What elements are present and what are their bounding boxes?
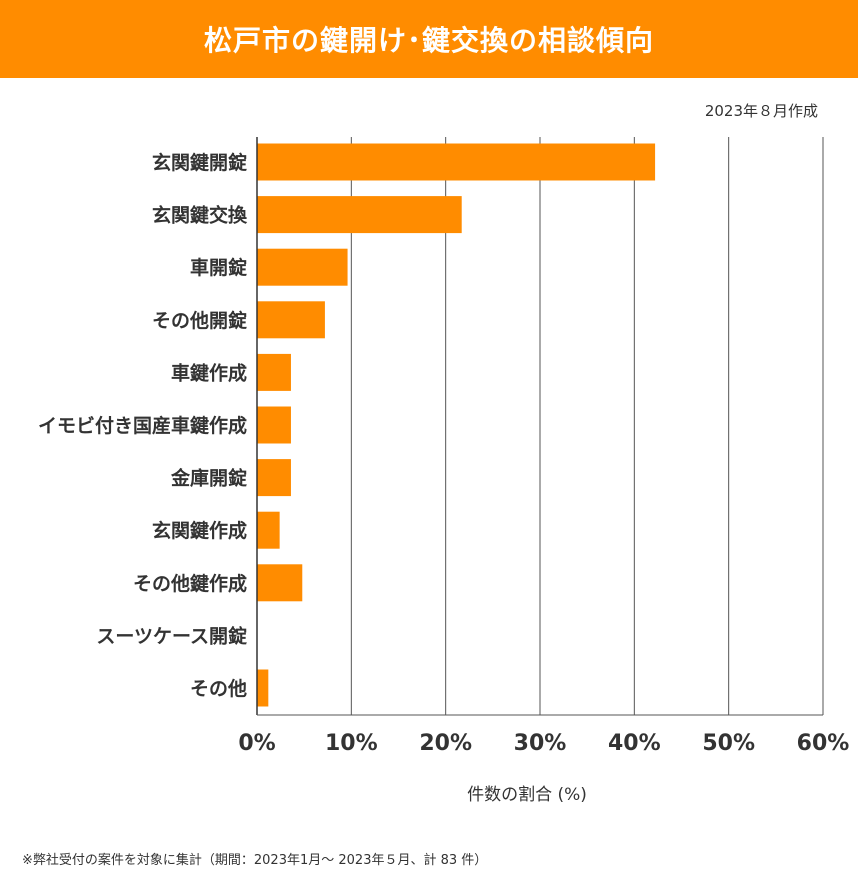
date-label: 2023年８月作成 — [704, 102, 818, 120]
category-label: 玄関鍵交換 — [152, 204, 248, 227]
bar — [257, 406, 291, 444]
category-label: その他開錠 — [152, 309, 247, 332]
category-label: その他 — [190, 677, 247, 700]
x-tick-label: 60% — [797, 731, 850, 756]
category-label: 車開錠 — [190, 256, 247, 279]
x-tick-label: 10% — [325, 731, 378, 756]
x-tick-label: 30% — [514, 731, 567, 756]
chart-title: 松戸市の鍵開け･鍵交換の相談傾向 — [203, 24, 654, 57]
bar — [257, 301, 325, 339]
x-axis-label: 件数の割合 (%) — [467, 785, 587, 805]
title-banner: 松戸市の鍵開け･鍵交換の相談傾向 — [0, 0, 858, 78]
category-label: その他鍵作成 — [133, 572, 247, 595]
x-tick-label: 0% — [238, 731, 275, 756]
bar — [257, 669, 269, 707]
category-label: 玄関鍵開錠 — [152, 151, 247, 174]
footnote: ※弊社受付の案件を対象に集計（期間：2023年1月～ 2023年５月、計 83 … — [22, 853, 488, 868]
bar — [257, 196, 462, 234]
category-label: 玄関鍵作成 — [152, 519, 247, 542]
category-label: 金庫開錠 — [170, 467, 247, 490]
bar — [257, 248, 348, 286]
x-tick-label: 40% — [608, 731, 661, 756]
bar — [257, 511, 280, 549]
bar — [257, 459, 291, 497]
bar — [257, 353, 291, 391]
category-label: 車鍵作成 — [171, 361, 247, 384]
category-label: イモビ付き国産車鍵作成 — [38, 414, 247, 437]
bar — [257, 143, 656, 181]
category-label: スーツケース開錠 — [96, 624, 247, 647]
bar — [257, 564, 303, 602]
x-tick-label: 50% — [702, 731, 755, 756]
x-tick-label: 20% — [419, 731, 472, 756]
